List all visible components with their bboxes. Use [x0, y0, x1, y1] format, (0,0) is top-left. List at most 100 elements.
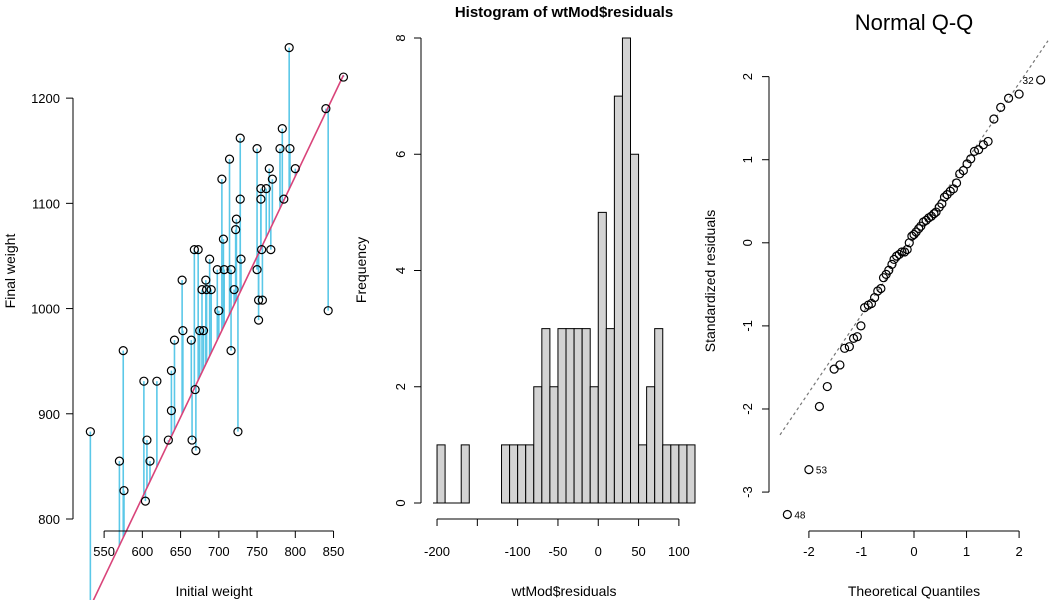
qq-point	[873, 286, 883, 296]
qq-reference-line	[779, 40, 1049, 436]
histogram-bar	[654, 328, 664, 504]
qq-point	[951, 178, 962, 188]
qq-point	[894, 249, 904, 260]
qq-point	[942, 190, 952, 200]
x-tick-label: -50	[549, 544, 568, 559]
data-point	[193, 245, 203, 255]
y-tick-label: 0	[740, 239, 755, 246]
qq-x-axis-label: Theoretical Quantiles	[848, 583, 980, 599]
scatter-y-axis-label: Final weight	[2, 234, 18, 309]
scatter-axes: 550 600 650 700 750 800 850 800 900 1000 1100 1200	[31, 91, 344, 559]
data-point	[277, 124, 287, 134]
qq-point	[902, 244, 912, 255]
qq-point	[876, 283, 886, 294]
data-point	[257, 245, 267, 255]
histogram-bar	[517, 444, 527, 504]
data-point	[187, 435, 197, 445]
data-point	[114, 456, 125, 466]
histogram-bar	[613, 95, 623, 504]
x-tick-label: 0	[910, 544, 917, 559]
y-tick-label: 8	[393, 34, 408, 41]
data-point	[256, 194, 266, 204]
data-point	[152, 376, 162, 386]
data-point	[231, 225, 241, 235]
qq-point	[1014, 89, 1024, 99]
data-point	[226, 265, 236, 275]
data-point	[190, 384, 200, 395]
data-point	[235, 194, 245, 204]
qq-point	[989, 114, 999, 124]
qq-title: Normal Q-Q	[855, 10, 974, 35]
data-point	[214, 306, 224, 316]
data-point	[253, 315, 264, 325]
data-point	[201, 285, 212, 295]
data-point	[267, 174, 277, 184]
qq-point	[969, 146, 980, 156]
qq-point	[978, 140, 988, 150]
histogram-bar	[533, 386, 543, 504]
data-point	[235, 133, 245, 143]
data-point	[261, 184, 271, 194]
data-point	[323, 306, 333, 316]
qq-point	[852, 332, 862, 342]
histogram-title: Histogram of wtMod$residuals	[455, 4, 673, 21]
x-tick-label: 750	[246, 544, 268, 559]
qq-point	[899, 247, 910, 257]
x-tick-label: -200	[424, 544, 450, 559]
x-tick-label: 650	[170, 544, 192, 559]
histogram-bar	[525, 444, 535, 504]
x-tick-label: 1	[963, 544, 970, 559]
data-point	[166, 366, 177, 376]
data-point	[177, 275, 187, 285]
histogram-x-axis-label: wtMod$residuals	[510, 583, 616, 599]
x-tick-label: 850	[323, 544, 345, 559]
fit-line	[92, 74, 345, 600]
data-point	[224, 154, 235, 164]
y-tick-label: 900	[38, 407, 60, 422]
data-point	[285, 144, 295, 154]
y-tick-label: 4	[393, 267, 408, 274]
data-point	[206, 285, 216, 295]
data-point	[212, 265, 222, 275]
x-tick-label: 600	[132, 544, 154, 559]
qq-point	[939, 192, 950, 202]
histogram-bar	[686, 444, 696, 504]
data-point	[279, 194, 289, 204]
y-tick-label: -2	[740, 403, 755, 415]
point-id-label: 32	[1023, 76, 1035, 87]
data-point	[231, 214, 242, 224]
qq-y-axis-label: Standardized residuals	[702, 210, 718, 352]
histogram-axes: -200 -100 -50 0 50 100 0 2 4 6 8	[393, 34, 690, 559]
histogram-bar	[670, 444, 680, 504]
histogram-bar	[436, 444, 446, 504]
histogram-bar	[460, 444, 470, 504]
data-point	[145, 456, 155, 466]
qq-point	[897, 247, 907, 257]
qq-points	[782, 75, 1046, 520]
histogram-bar	[581, 328, 591, 504]
data-point	[264, 164, 274, 174]
data-point	[166, 406, 177, 416]
residual-segments	[89, 47, 345, 600]
qq-point	[822, 381, 832, 392]
x-tick-label: 800	[284, 544, 306, 559]
histogram-bar	[678, 444, 688, 504]
histogram-bar	[549, 386, 559, 504]
histogram-panel: Histogram of wtMod$residuals -200 -100 -50…	[353, 4, 696, 599]
point-id-label: 48	[794, 511, 806, 522]
qq-point	[931, 207, 941, 217]
histogram-bars	[433, 37, 696, 504]
data-point	[229, 285, 239, 295]
scatter-points	[85, 43, 349, 506]
qq-point	[945, 186, 955, 196]
data-point	[163, 435, 173, 445]
point-id-label: 53	[816, 466, 828, 477]
qq-point	[829, 364, 839, 374]
x-tick-label: 0	[595, 544, 602, 559]
x-tick-label: 550	[93, 544, 115, 559]
data-point	[217, 174, 227, 184]
data-point	[219, 265, 229, 275]
y-tick-label: 1000	[31, 302, 60, 317]
y-tick-label: 800	[38, 512, 60, 527]
